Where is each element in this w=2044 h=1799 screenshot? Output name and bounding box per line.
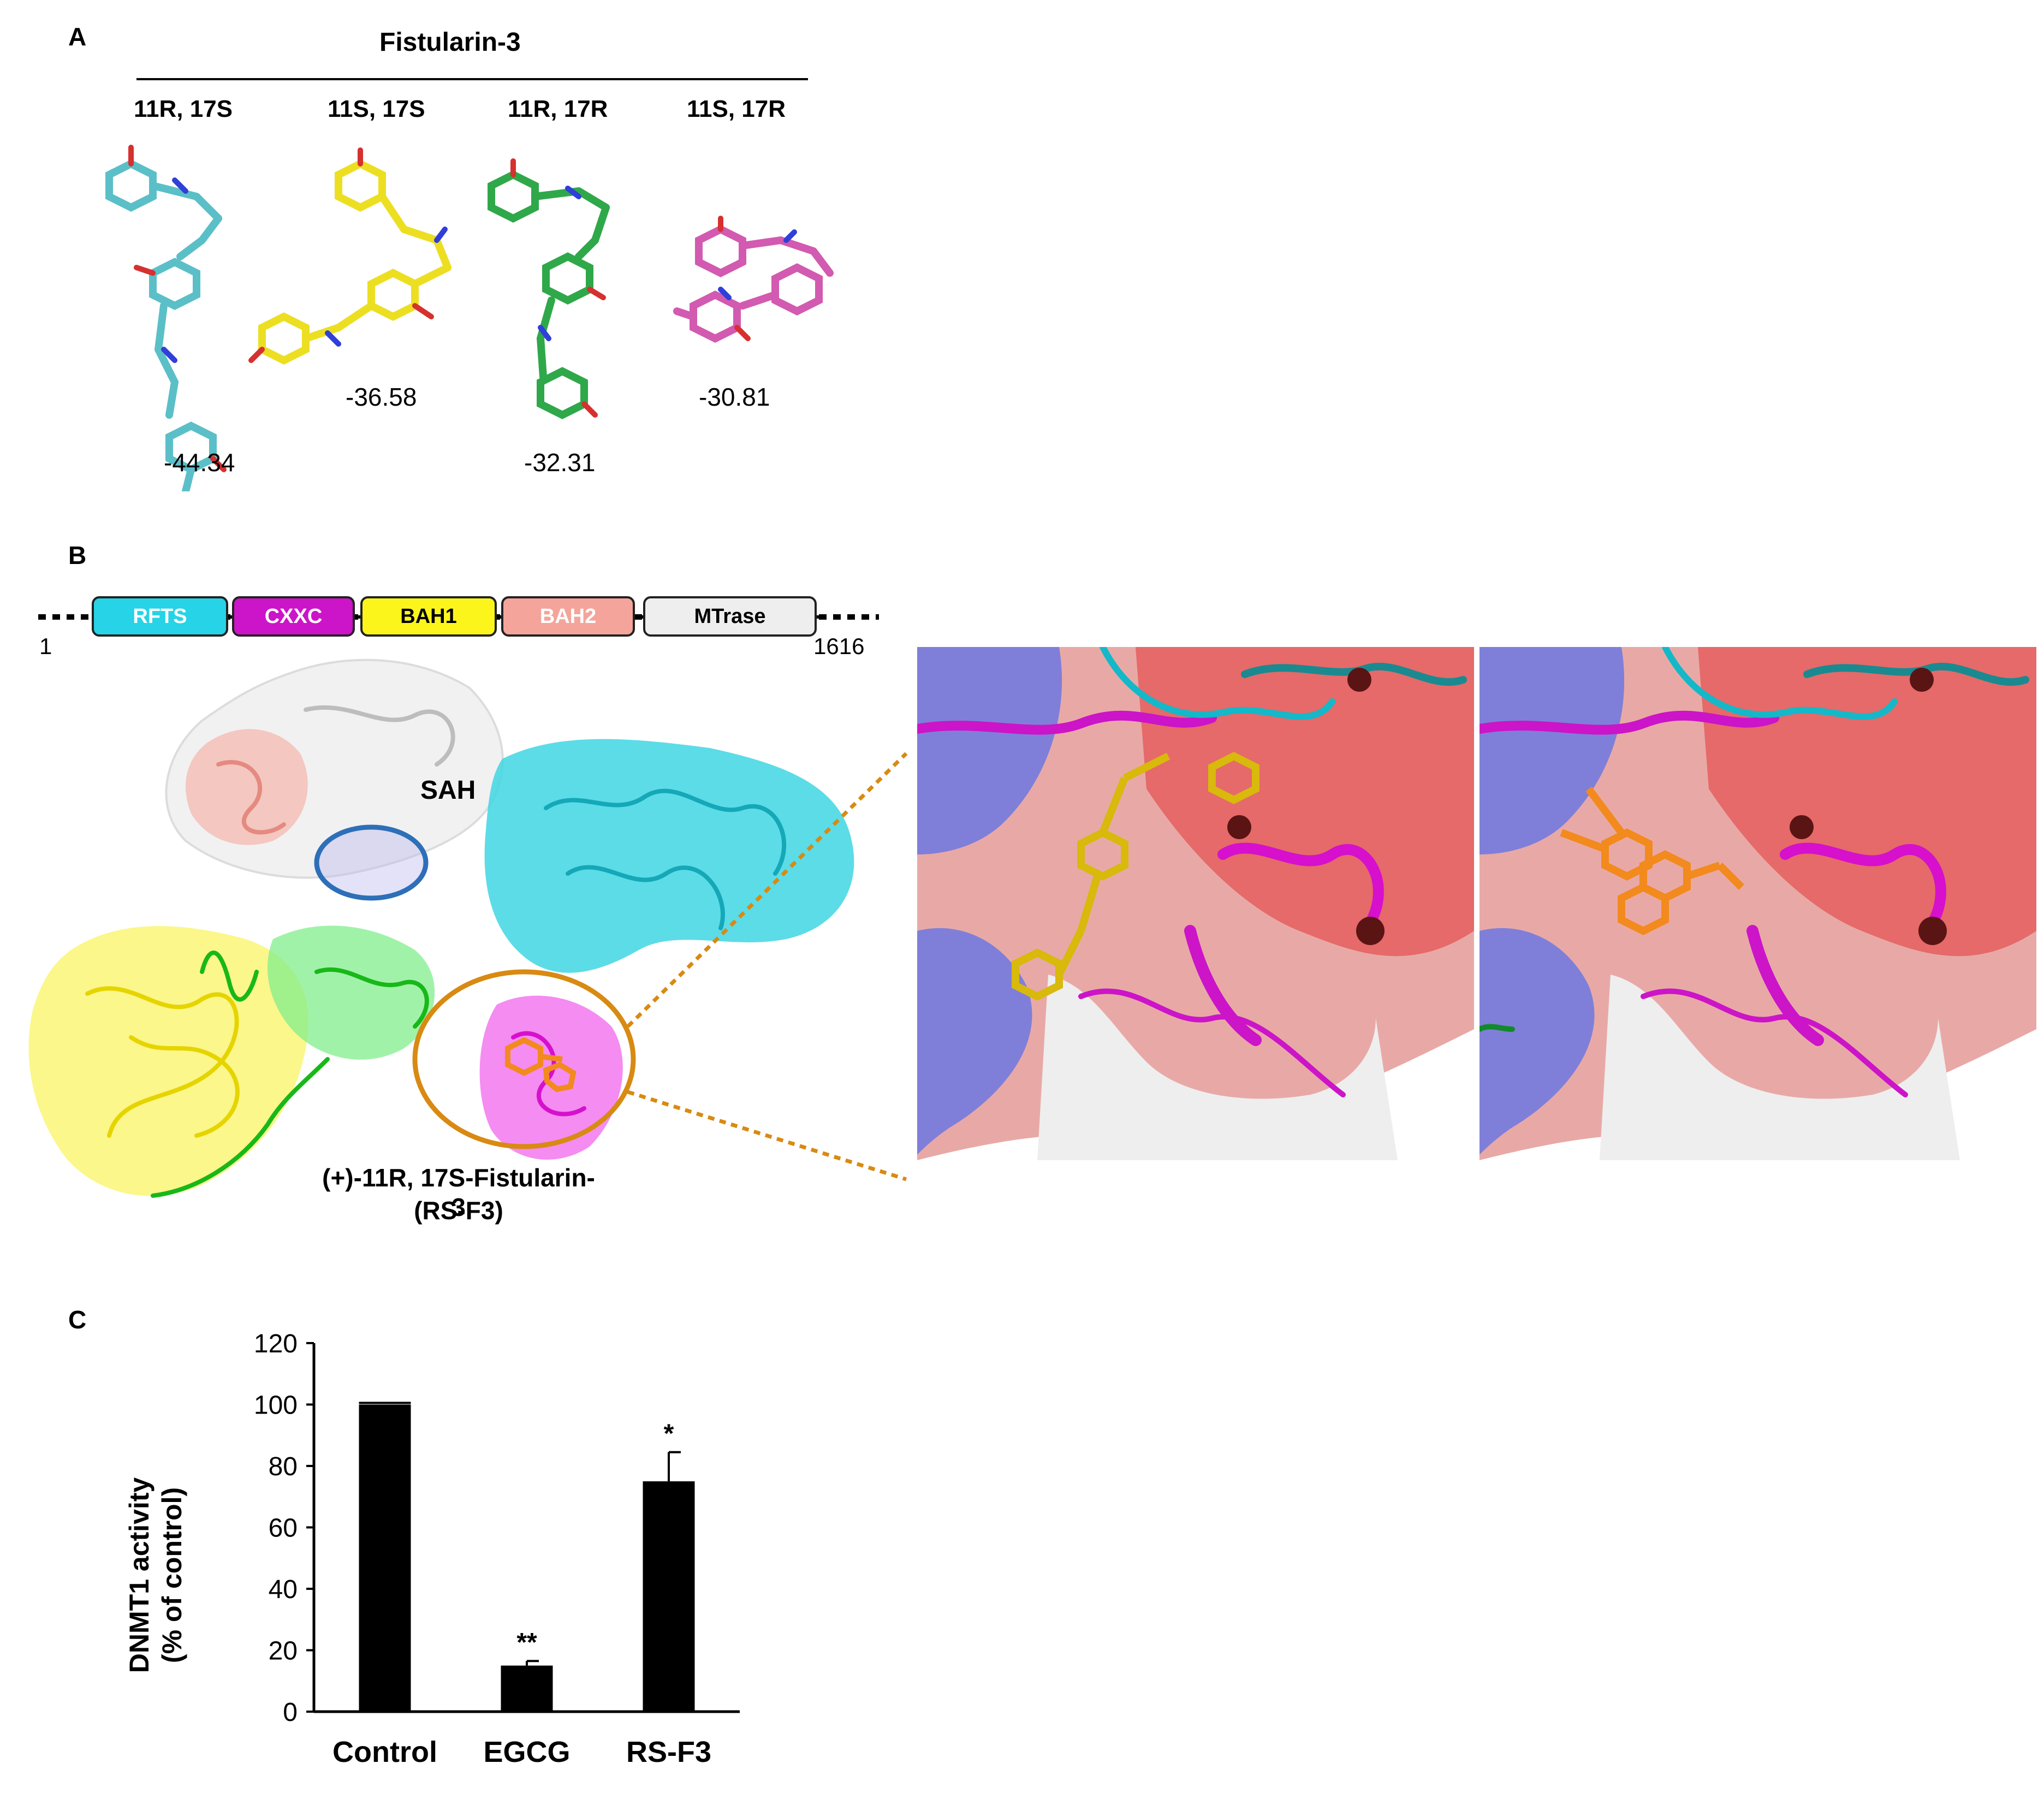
rfts-surface xyxy=(484,739,854,973)
y-tick-label: 0 xyxy=(283,1698,298,1727)
conformer-11s-17r xyxy=(673,216,834,343)
ligand-pose-right xyxy=(1560,786,1744,935)
bah1-surface xyxy=(28,926,309,1196)
panel-a-title: Fistularin-3 xyxy=(379,28,521,57)
sah-site-ring xyxy=(314,824,429,901)
conformer-images xyxy=(105,145,834,491)
energy-4: -30.81 xyxy=(699,383,770,411)
y-tick-label: 100 xyxy=(254,1391,298,1420)
y-tick-label: 20 xyxy=(269,1637,298,1666)
zoom-view-left xyxy=(917,647,1474,1171)
domain-cxxc: CXXC xyxy=(232,596,355,637)
energy-2: -36.58 xyxy=(346,383,417,411)
panel-a-title-rule xyxy=(136,78,808,80)
energy-1: -44.34 xyxy=(164,448,235,477)
domain-rfts: RFTS xyxy=(92,596,228,637)
stereo-label-1: 11R, 17S xyxy=(134,96,233,122)
x-tick-label: Control xyxy=(332,1736,437,1768)
protein-structure-overview xyxy=(28,658,908,1198)
panel-c-letter: C xyxy=(68,1305,87,1334)
ligand-caption-line2: (RS-F3) xyxy=(414,1196,503,1225)
zoom-view-right xyxy=(1479,647,2036,1171)
domain-mtrase: MTrase xyxy=(643,596,817,637)
dnmt1-activity-chart: 0 20 40 60 80 100 120 Control EGCG ** RS-F3 * xyxy=(254,1329,740,1768)
y-tick-label: 80 xyxy=(269,1452,298,1481)
stereo-label-4: 11S, 17R xyxy=(687,96,786,122)
sah-label: SAH xyxy=(420,776,476,805)
bar-control xyxy=(359,1404,411,1712)
y-tick-label: 40 xyxy=(269,1575,298,1604)
x-tick-label: RS-F3 xyxy=(626,1736,711,1768)
x-tick-label: EGCG xyxy=(483,1736,570,1768)
conformer-11r-17r xyxy=(488,158,610,419)
y-tick-label: 120 xyxy=(254,1329,298,1358)
bar-rs-f3 xyxy=(643,1481,695,1712)
binding-site-ring xyxy=(412,969,636,1149)
ligand-rs-f3 xyxy=(505,1037,577,1093)
ligand-caption-line1: (+)-11R, 17S-Fistularin-3 xyxy=(322,1163,595,1221)
y-tick-label: 60 xyxy=(269,1514,298,1543)
domain-bah1: BAH1 xyxy=(360,596,497,637)
domain-map-end: 1616 xyxy=(813,633,865,659)
conformer-11r-17s xyxy=(105,145,227,491)
significance-marker: * xyxy=(664,1420,674,1448)
panel-a-letter: A xyxy=(68,22,87,51)
stereo-label-2: 11S, 17S xyxy=(328,96,425,122)
bar-egcg xyxy=(501,1665,553,1712)
bah2-surface xyxy=(186,729,308,845)
domain-bah2: BAH2 xyxy=(501,596,635,637)
conformer-11s-17s xyxy=(248,147,451,365)
energy-3: -32.31 xyxy=(524,448,596,477)
ligand-pose-left xyxy=(1012,752,1259,1001)
domain-map-start: 1 xyxy=(39,633,52,659)
linker-surface xyxy=(268,925,435,1060)
significance-marker: ** xyxy=(516,1628,537,1657)
panel-b-letter: B xyxy=(68,541,87,569)
stereo-label-3: 11R, 17R xyxy=(508,96,608,122)
